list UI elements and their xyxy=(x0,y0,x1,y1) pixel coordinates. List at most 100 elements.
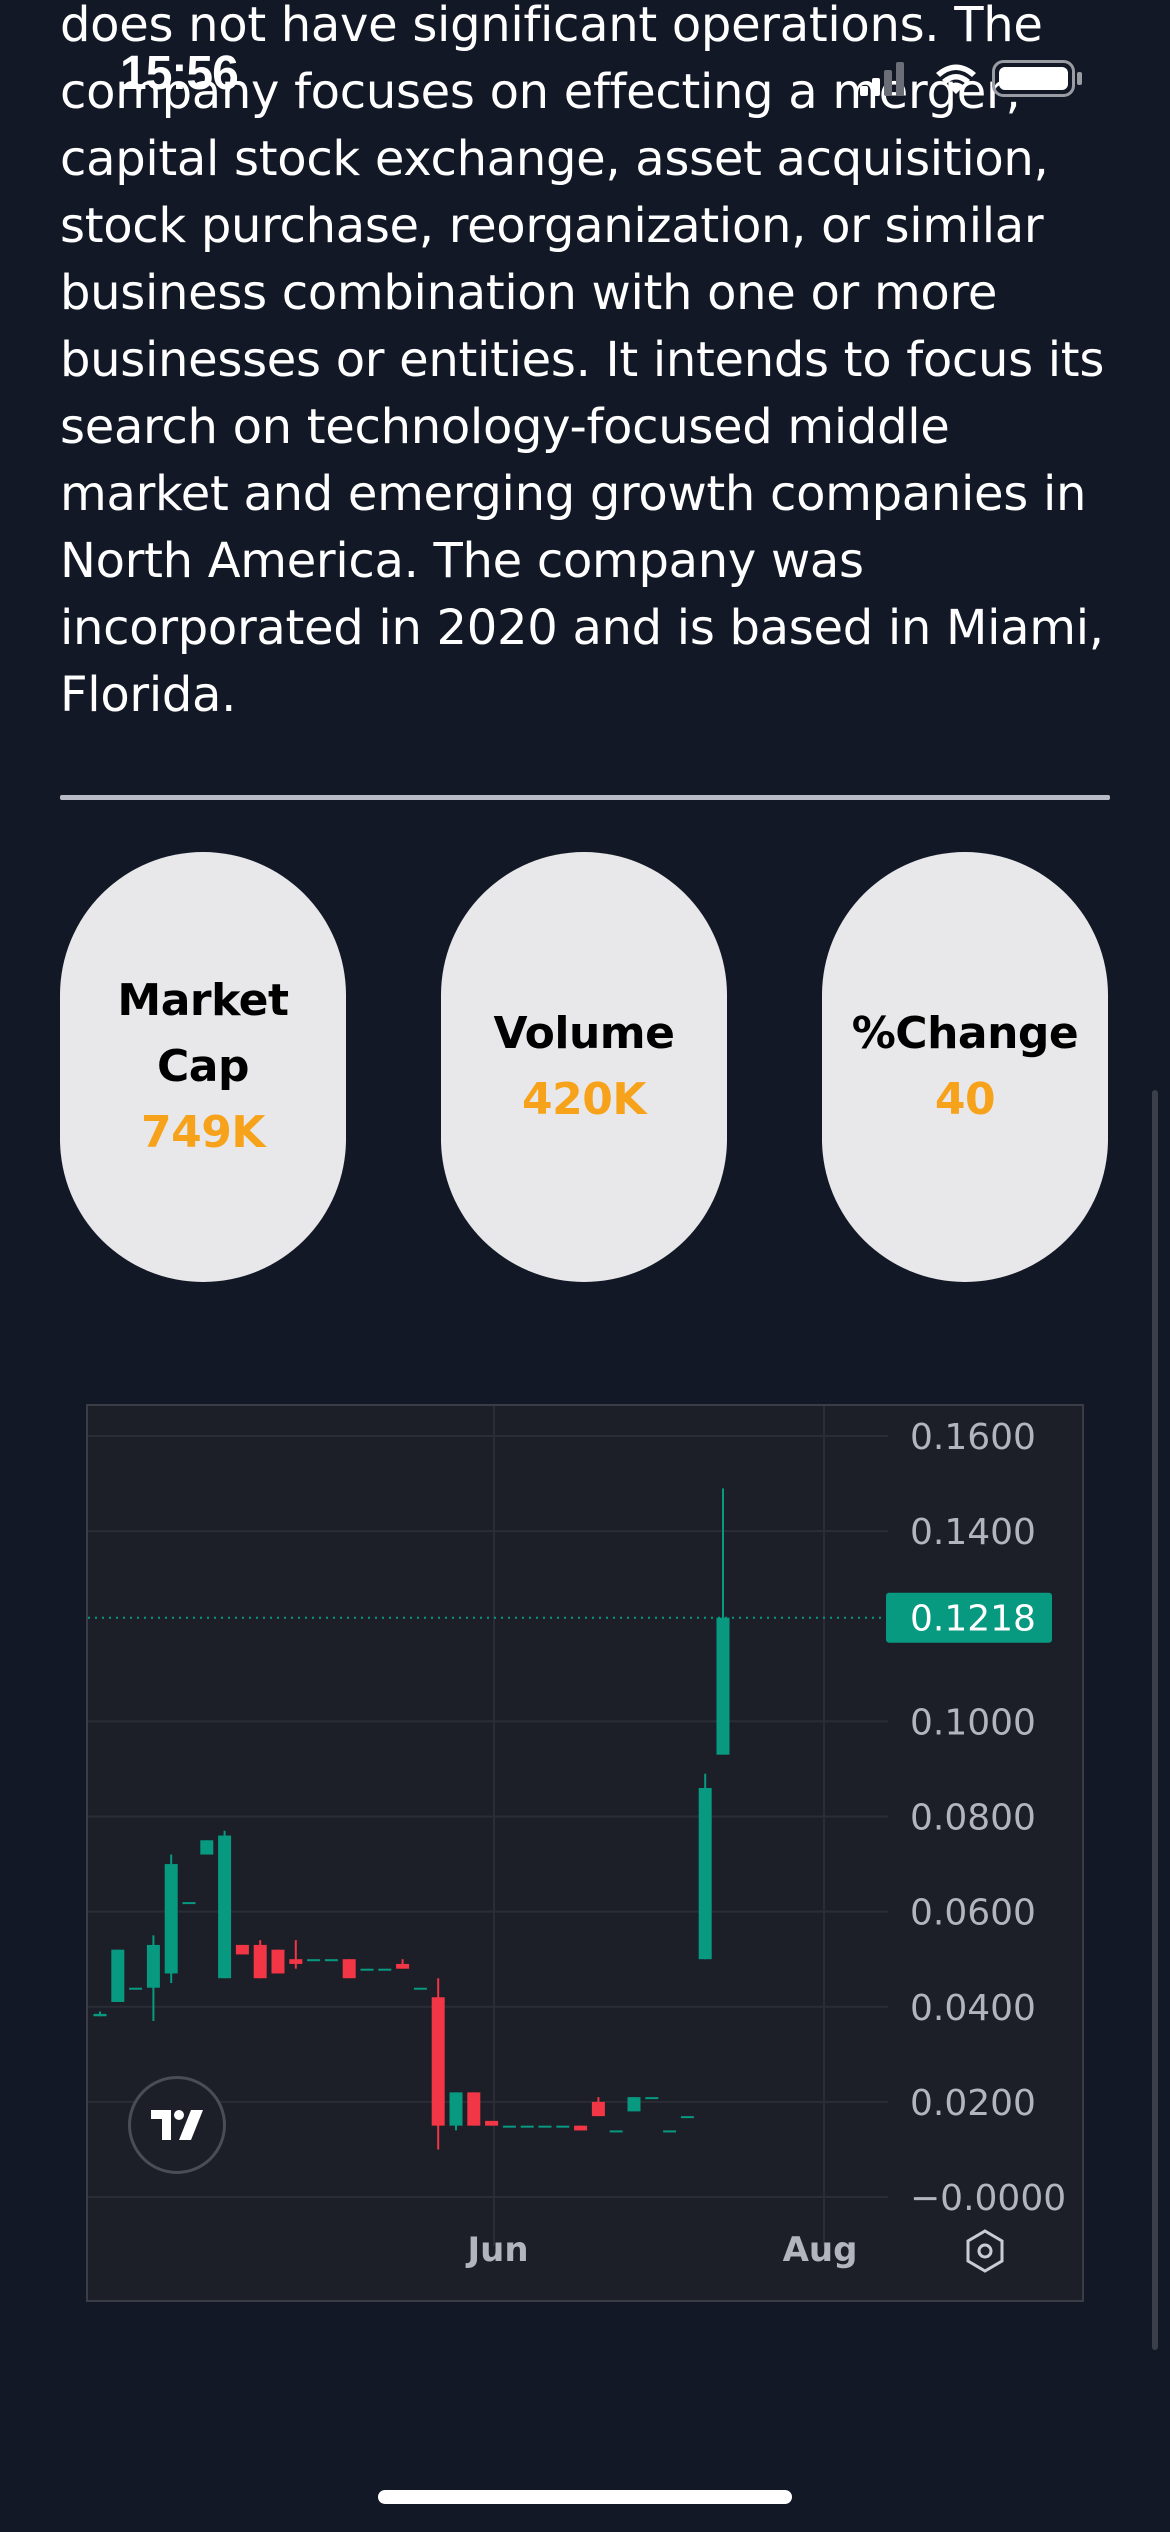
market-cap-label: Market Cap xyxy=(117,975,289,1092)
candle xyxy=(627,2097,641,2112)
candle xyxy=(698,1773,712,1960)
percent-change-label: %Change xyxy=(851,1008,1079,1059)
candle xyxy=(360,1968,374,1971)
candle xyxy=(342,1959,356,1979)
status-icons xyxy=(860,58,1090,98)
volume-value: 420K xyxy=(522,1074,646,1125)
candle-body xyxy=(574,2125,588,2131)
candle xyxy=(431,1978,445,2150)
percent-change-value: 40 xyxy=(934,1074,996,1125)
volume-card: Volume 420K xyxy=(441,852,727,1282)
candle xyxy=(324,1959,338,1962)
candle xyxy=(93,2011,107,2017)
candle-body xyxy=(253,1944,267,1979)
candle-body xyxy=(200,1840,214,1855)
candle-body xyxy=(502,2125,516,2128)
candle xyxy=(396,1959,410,1969)
battery-icon xyxy=(992,60,1082,97)
price-chart[interactable]: 0.1600 0.1400 0.1000 0.0800 0.0600 0.0400 0.02… xyxy=(86,1404,1084,2302)
chart-settings-icon[interactable] xyxy=(962,2228,1008,2274)
x-axis-label: Aug xyxy=(783,2230,858,2270)
candle xyxy=(129,1987,143,1990)
candle xyxy=(449,2092,463,2131)
wifi-icon xyxy=(936,64,976,94)
volume-label: Volume xyxy=(493,1008,675,1059)
candle-body xyxy=(591,2101,605,2117)
candle-body xyxy=(716,1617,730,1755)
candle xyxy=(413,1987,427,1990)
candle-body xyxy=(645,2097,659,2100)
candle xyxy=(271,1949,285,1974)
candle xyxy=(235,1944,249,1955)
y-tick-label: 0.1400 xyxy=(910,1512,1036,1553)
y-tick-label: 0.0200 xyxy=(910,2083,1036,2124)
candle-body xyxy=(164,1864,178,1974)
candle-body xyxy=(485,2120,499,2126)
candle-body xyxy=(271,1949,285,1974)
candle-body xyxy=(342,1959,356,1979)
candle xyxy=(182,1902,196,1905)
candle xyxy=(111,1949,125,2002)
last-price-label: 0.1218 xyxy=(910,1599,1036,1640)
market-cap-value: 749K xyxy=(141,1107,265,1158)
y-tick-label: 0.0800 xyxy=(910,1798,1036,1839)
y-tick-label: 0.0600 xyxy=(910,1893,1036,1934)
candle xyxy=(663,2130,677,2133)
scroll-indicator[interactable] xyxy=(1152,1090,1158,2350)
y-tick-label: 0.0400 xyxy=(910,1988,1036,2029)
candle-body xyxy=(431,1997,445,2126)
candle xyxy=(591,2097,605,2117)
home-indicator[interactable] xyxy=(378,2490,792,2504)
cellular-signal-icon xyxy=(860,62,904,96)
candle-body xyxy=(538,2125,552,2128)
candle xyxy=(307,1959,321,1962)
candle-body xyxy=(627,2097,641,2112)
percent-change-card: %Change 40 xyxy=(822,852,1108,1282)
candle xyxy=(146,1935,160,2022)
candle-body xyxy=(396,1963,410,1969)
y-tick-label: 0.1000 xyxy=(910,1702,1036,1743)
candle xyxy=(574,2125,588,2131)
candle-body xyxy=(520,2125,534,2128)
candle xyxy=(289,1940,303,1969)
candle xyxy=(716,1488,730,1755)
candle-body xyxy=(307,1959,321,1962)
candle-body xyxy=(129,1987,143,1990)
status-time: 15:56 xyxy=(120,47,239,100)
candle-body xyxy=(235,1944,249,1955)
candle-body xyxy=(698,1787,712,1960)
candle xyxy=(200,1840,214,1855)
candlestick-chart[interactable]: 0.1600 0.1400 0.1000 0.0800 0.0600 0.0400 0.02… xyxy=(88,1406,1084,2302)
candle-body xyxy=(378,1968,392,1971)
y-tick-label: 0.1600 xyxy=(910,1417,1036,1458)
candle-body xyxy=(360,1968,374,1971)
candle-body xyxy=(146,1944,160,1988)
x-axis-label: Jun xyxy=(465,2230,528,2270)
candle xyxy=(164,1854,178,1983)
candle-body xyxy=(93,2013,107,2017)
candle xyxy=(609,2130,623,2133)
status-bar: 15:56 xyxy=(0,0,1170,150)
candle xyxy=(645,2097,659,2100)
candle-body xyxy=(218,1835,232,1979)
candle xyxy=(467,2092,481,2126)
candle-body xyxy=(182,1902,196,1905)
candle-body xyxy=(324,1959,338,1962)
candle xyxy=(520,2125,534,2128)
candle-body xyxy=(467,2092,481,2126)
candle-body xyxy=(111,1949,125,2002)
y-tick-label: −0.0000 xyxy=(910,2178,1066,2219)
candle-body xyxy=(556,2125,570,2128)
candle-body xyxy=(609,2130,623,2133)
candle-body xyxy=(449,2092,463,2126)
candle-body xyxy=(289,1959,303,1964)
candle xyxy=(218,1830,232,1979)
market-cap-card: Market Cap 749K xyxy=(60,852,346,1282)
company-description: does not have significant operations. Th… xyxy=(60,0,1105,723)
candle xyxy=(502,2125,516,2128)
candle xyxy=(538,2125,552,2128)
candle xyxy=(378,1968,392,1971)
candle xyxy=(556,2125,570,2128)
tradingview-logo-icon[interactable] xyxy=(128,2076,226,2174)
candle-body xyxy=(680,2116,694,2119)
